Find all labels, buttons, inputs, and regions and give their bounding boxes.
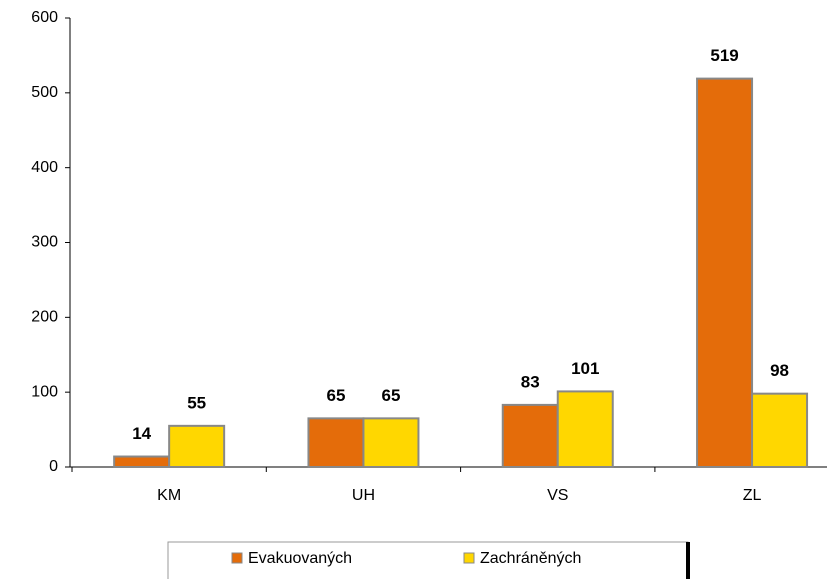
bar: [696, 77, 754, 469]
x-tick-label: VS: [547, 487, 568, 504]
value-label: 14: [132, 424, 151, 443]
value-label: 65: [381, 386, 400, 405]
value-label: 519: [710, 46, 738, 65]
y-tick-label: 100: [31, 383, 58, 400]
y-tick-label: 500: [31, 84, 58, 101]
legend-swatch: [463, 552, 475, 564]
bar: [113, 455, 171, 469]
y-tick-label: 300: [31, 234, 58, 251]
x-tick-label: ZL: [743, 487, 762, 504]
x-tick-label: UH: [352, 487, 375, 504]
value-label: 101: [571, 359, 599, 378]
value-label: 98: [770, 361, 789, 380]
bar: [501, 403, 559, 469]
legend-box: [167, 541, 689, 579]
y-tick-label: 200: [31, 309, 58, 326]
value-label: 83: [521, 372, 540, 391]
x-tick-label: KM: [157, 487, 181, 504]
bar: [307, 417, 365, 469]
bar: [556, 390, 614, 468]
y-tick-label: 0: [49, 458, 58, 475]
value-label: 55: [187, 393, 206, 412]
legend-label: Evakuovaných: [248, 550, 352, 567]
y-tick-label: 400: [31, 159, 58, 176]
bar: [751, 392, 809, 468]
y-tick-label: 600: [31, 9, 58, 26]
value-label: 65: [326, 386, 345, 405]
legend-label: Zachráněných: [480, 550, 581, 567]
bar: [362, 417, 420, 469]
legend-swatch: [231, 552, 243, 564]
bar: [168, 424, 226, 469]
